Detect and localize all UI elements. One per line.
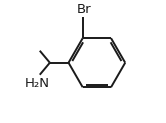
Text: H₂N: H₂N <box>25 77 50 90</box>
Text: Br: Br <box>77 3 91 16</box>
